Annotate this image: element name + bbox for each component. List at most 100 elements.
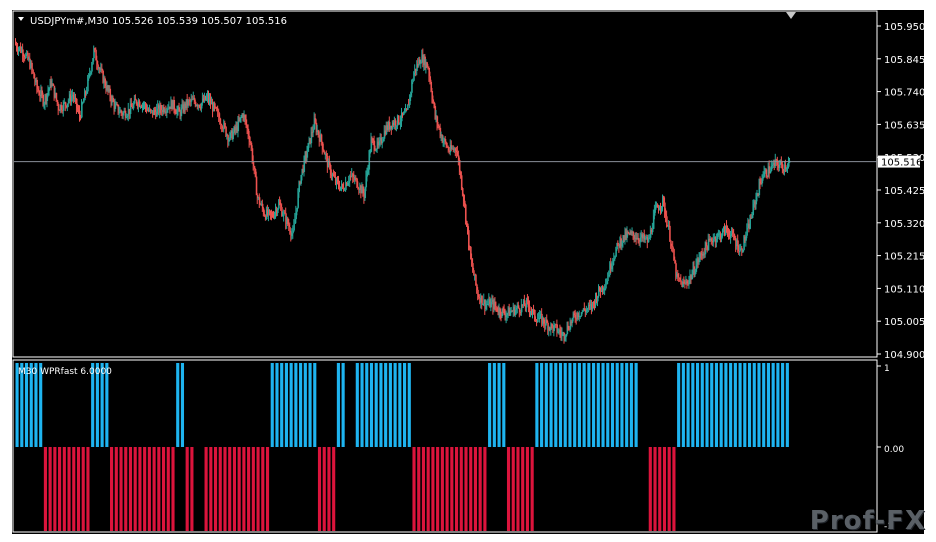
indicator-bar-up	[686, 363, 690, 447]
indicator-bar-down	[417, 447, 421, 531]
candle-body	[433, 99, 435, 103]
candle-body	[785, 165, 787, 170]
indicator-bar-up	[374, 363, 378, 447]
candle-body	[706, 242, 708, 247]
indicator-bar-up	[407, 363, 411, 447]
candle-body	[459, 159, 461, 172]
indicator-bar-down	[114, 447, 118, 531]
indicator-bar-up	[724, 363, 728, 447]
price-pane[interactable]	[12, 10, 878, 358]
indicator-bar-down	[152, 447, 156, 531]
candle-body	[475, 274, 477, 285]
candle-body	[36, 79, 38, 89]
indicator-bar-up	[573, 363, 577, 447]
candle-body	[238, 119, 240, 132]
indicator-bar-up	[563, 363, 567, 447]
indicator-bar-down	[436, 447, 440, 531]
candle-body	[47, 93, 49, 102]
indicator-bar-up	[34, 363, 38, 447]
indicator-bar-up	[592, 363, 596, 447]
indicator-bar-up	[488, 363, 492, 447]
indicator-bar-down	[237, 447, 241, 531]
candle-body	[32, 69, 34, 73]
candle-body	[87, 78, 89, 92]
candle-body	[788, 162, 790, 167]
indicator-bar-up	[554, 363, 558, 447]
candle-body	[252, 148, 254, 162]
indicator-bar-up	[403, 363, 407, 447]
candle-body	[500, 308, 502, 315]
indicator-title: M30 WPRfast 6.0000	[18, 367, 112, 377]
indicator-pane[interactable]	[12, 359, 878, 533]
indicator-bar-down	[166, 447, 170, 531]
indicator-bar-down	[48, 447, 52, 531]
indicator-bar-down	[521, 447, 525, 531]
indicator-bar-up	[535, 363, 539, 447]
candle-body	[605, 284, 607, 289]
candle-body	[191, 99, 193, 102]
candle-body	[464, 200, 466, 205]
watermark: Prof-FX	[809, 506, 926, 536]
candle-body	[534, 309, 536, 320]
current-price-label: 105.516	[881, 158, 922, 169]
candle-body	[746, 227, 748, 236]
candle-body	[466, 220, 468, 224]
candle-body	[673, 249, 675, 260]
price-tick-label: 105.845	[884, 55, 925, 66]
candle-body	[179, 107, 181, 112]
candle-body	[445, 138, 447, 143]
indicator-bar-up	[384, 363, 388, 447]
symbol-dropdown-icon[interactable]	[18, 17, 24, 21]
candle-body	[56, 92, 58, 101]
indicator-bar-up	[738, 363, 742, 447]
indicator-bar-down	[662, 447, 667, 531]
indicator-bar-up	[299, 363, 303, 447]
indicator-bar-up	[492, 363, 496, 447]
candle-body	[365, 187, 367, 199]
indicator-bar-down	[43, 447, 47, 531]
indicator-bar-down	[138, 447, 142, 531]
candle-body	[749, 217, 751, 229]
price-tick-label: 105.635	[884, 120, 925, 131]
candle-body	[139, 101, 141, 107]
candle-body	[81, 103, 83, 118]
candle-body	[753, 203, 755, 216]
candle-body	[462, 188, 464, 195]
candle-body	[511, 311, 513, 313]
chart-shift-marker-icon[interactable]	[786, 12, 796, 19]
candle-body	[257, 195, 259, 199]
indicator-axis: 1 0.00 -1	[877, 364, 904, 532]
candle-body	[79, 110, 81, 118]
indicator-bar-up	[568, 363, 572, 447]
indicator-bar-down	[86, 447, 90, 531]
indicator-bar-up	[781, 363, 785, 447]
indicator-bar-up	[634, 363, 638, 447]
candle-body	[412, 80, 414, 83]
candle-body	[53, 84, 55, 86]
indicator-bar-down	[256, 447, 260, 531]
candle-body	[321, 134, 323, 142]
candle-body	[722, 229, 724, 236]
candle-body	[256, 176, 258, 196]
candle-body	[181, 107, 183, 117]
indicator-bar-up	[24, 363, 29, 447]
price-tick-label: 105.425	[884, 186, 925, 197]
indicator-bar-down	[81, 447, 85, 531]
price-tick-label: 104.900	[884, 350, 925, 361]
indicator-bar-up	[379, 363, 383, 447]
indicator-bar-down	[204, 447, 208, 531]
indicator-bar-down	[228, 447, 232, 531]
price-tick-label: 105.005	[884, 317, 925, 328]
candle-body	[430, 76, 432, 82]
candle-body	[22, 49, 24, 56]
indicator-bar-down	[76, 447, 81, 531]
indicator-bar-down	[147, 447, 151, 531]
indicator-bar-up	[398, 363, 402, 447]
candle-body	[404, 112, 406, 114]
candle-body	[97, 64, 99, 69]
indicator-bar-up	[582, 363, 586, 447]
candle-body	[76, 98, 78, 108]
candle-body	[666, 216, 668, 226]
candle-body	[465, 204, 467, 221]
indicator-bar-down	[265, 447, 270, 531]
